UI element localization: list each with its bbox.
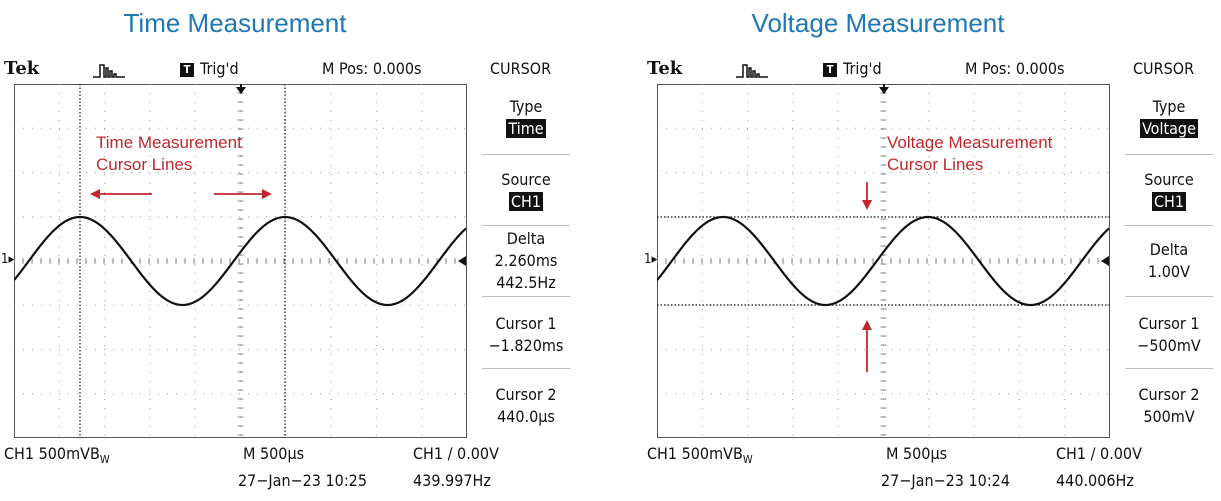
menu-source-button[interactable]: Source CH1 (482, 169, 570, 213)
trigger-state-icon: T (180, 63, 194, 77)
menu-delta-voltage: 1.00V (1148, 262, 1190, 281)
menu-type-label: Type (1152, 97, 1186, 116)
menu-source-label: Source (501, 170, 551, 189)
date-time: 27−Jan−23 10:25 (238, 471, 367, 490)
menu-cursor2-value: 440.0µs (497, 407, 555, 426)
menu-cursor1-label: Cursor 1 (495, 314, 557, 333)
trigger-setting: CH1 ∕ 0.00V (413, 444, 499, 463)
waveform-display (14, 84, 467, 438)
menu-cursor1-readout: Cursor 1 −500mV (1125, 313, 1213, 357)
panel-title: Voltage Measurement (751, 8, 1005, 38)
date-time: 27−Jan−23 10:24 (881, 471, 1010, 490)
menu-delta-readout: Delta 1.00V (1125, 239, 1213, 283)
waveform-display (657, 84, 1110, 438)
trigger-state-icon: T (823, 63, 837, 77)
menu-cursor2-value: 500mV (1143, 407, 1195, 426)
acquisition-pulse-icon (736, 64, 768, 78)
menu-cursor1-value: −500mV (1137, 336, 1201, 355)
time-measurement-panel: Time Measurement Tek T Trig'd M Pos: 0.0… (0, 0, 570, 501)
menu-type-button[interactable]: Type Time (482, 96, 570, 140)
channel-scale: CH1 500mVBW (4, 444, 110, 467)
trigger-status: Trig'd (200, 59, 239, 78)
trigger-position-marker (879, 87, 889, 94)
menu-delta-time: 2.260ms (494, 251, 558, 270)
frequency-readout: 440.006Hz (1056, 471, 1134, 490)
trigger-setting: CH1 ∕ 0.00V (1056, 444, 1142, 463)
trigger-level-marker (1101, 256, 1109, 266)
horizontal-position: M Pos: 0.000s (965, 59, 1065, 78)
menu-cursor2-label: Cursor 2 (1138, 385, 1200, 404)
menu-cursor1-readout: Cursor 1 −1.820ms (482, 313, 570, 357)
menu-cursor1-value: −1.820ms (488, 336, 564, 355)
menu-type-value: Time (506, 119, 546, 138)
menu-cursor1-label: Cursor 1 (1138, 314, 1200, 333)
annotation-arrows (862, 182, 872, 372)
menu-delta-frequency: 442.5Hz (496, 273, 556, 292)
menu-source-value: CH1 (508, 192, 544, 211)
menu-delta-label: Delta (506, 229, 546, 248)
menu-type-value: Voltage (1140, 119, 1198, 138)
menu-delta-readout: Delta 2.260ms 442.5Hz (482, 228, 570, 294)
ch1-ground-marker: 1▸ (1, 252, 15, 267)
menu-cursor2-label: Cursor 2 (495, 385, 557, 404)
frequency-readout: 439.997Hz (413, 471, 491, 490)
menu-source-value: CH1 (1151, 192, 1187, 211)
menu-source-label: Source (1144, 170, 1194, 189)
menu-type-button[interactable]: Type Voltage (1125, 96, 1213, 140)
acquisition-pulse-icon (93, 64, 125, 78)
channel-scale: CH1 500mVBW (647, 444, 753, 467)
menu-title: CURSOR (1133, 59, 1195, 78)
menu-source-button[interactable]: Source CH1 (1125, 169, 1213, 213)
ch1-trace (14, 215, 467, 307)
menu-cursor2-readout: Cursor 2 440.0µs (482, 384, 570, 428)
annotation-label: Time Measurement Cursor Lines (96, 133, 242, 174)
voltage-measurement-panel: Voltage Measurement Tek T Trig'd M Pos: … (643, 0, 1213, 501)
brand-logo: Tek (4, 58, 40, 79)
ch1-trace (657, 215, 1110, 307)
annotation-label: Voltage Measurement Cursor Lines (887, 133, 1053, 174)
panel-title: Time Measurement (123, 8, 347, 38)
menu-type-label: Type (509, 97, 543, 116)
cursor-side-menu: Type Voltage Source CH1 Delta 1.00V Curs… (1125, 84, 1213, 438)
ch1-ground-marker: 1▸ (644, 252, 658, 267)
trigger-position-marker (236, 87, 246, 94)
menu-cursor2-readout: Cursor 2 500mV (1125, 384, 1213, 428)
annotation-arrows (90, 189, 272, 199)
horizontal-position: M Pos: 0.000s (322, 59, 422, 78)
cursor-side-menu: Type Time Source CH1 Delta 2.260ms 442.5… (482, 84, 570, 438)
timebase: M 500µs (243, 444, 305, 463)
timebase: M 500µs (886, 444, 948, 463)
brand-logo: Tek (647, 58, 683, 79)
trigger-status: Trig'd (843, 59, 882, 78)
menu-delta-label: Delta (1149, 240, 1189, 259)
trigger-level-marker (458, 256, 466, 266)
menu-title: CURSOR (490, 59, 552, 78)
